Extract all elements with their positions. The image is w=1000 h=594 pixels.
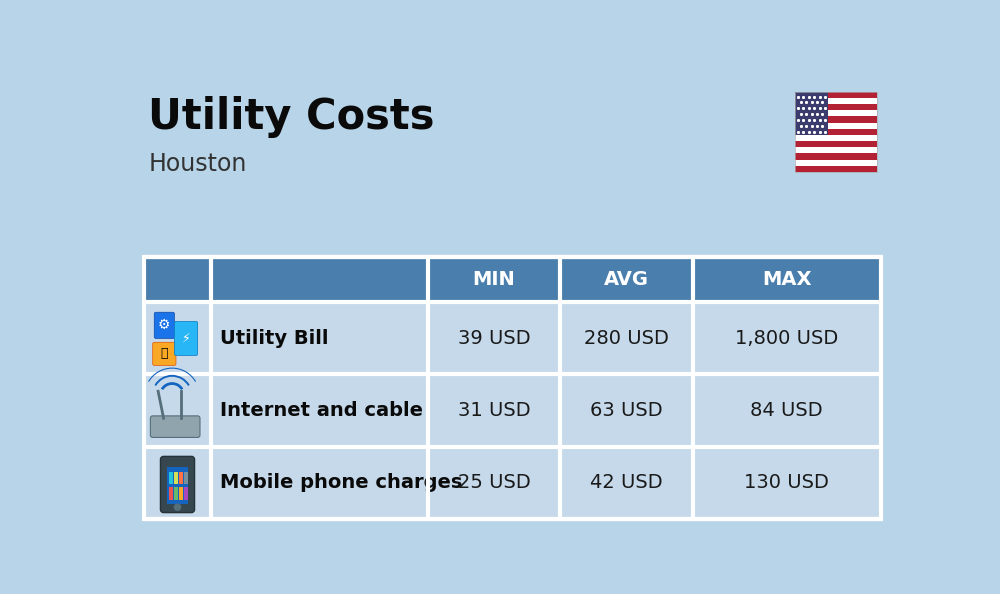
FancyBboxPatch shape — [153, 342, 176, 365]
Text: Utility Bill: Utility Bill — [220, 329, 328, 348]
Text: 130 USD: 130 USD — [744, 473, 829, 492]
Text: Mobile phone charges: Mobile phone charges — [220, 473, 462, 492]
Text: 63 USD: 63 USD — [590, 401, 663, 420]
Text: ⚙: ⚙ — [158, 318, 171, 332]
Bar — [795, 92, 828, 135]
Bar — [144, 374, 881, 447]
Bar — [795, 160, 877, 166]
Bar — [184, 487, 188, 500]
Bar — [179, 472, 183, 484]
Bar — [795, 122, 877, 129]
Bar — [795, 92, 877, 172]
Bar — [795, 104, 877, 110]
Bar — [184, 472, 188, 484]
Text: 1,800 USD: 1,800 USD — [735, 329, 838, 348]
Text: 42 USD: 42 USD — [590, 473, 663, 492]
Bar — [169, 487, 173, 500]
Bar — [169, 472, 173, 484]
Bar — [795, 92, 877, 98]
Bar — [795, 129, 877, 135]
Text: ⚡: ⚡ — [182, 332, 190, 345]
Bar — [144, 257, 881, 302]
Bar — [795, 147, 877, 153]
Bar — [795, 116, 877, 122]
Text: 39 USD: 39 USD — [458, 329, 530, 348]
Bar — [795, 110, 877, 116]
Bar — [795, 98, 877, 104]
Text: Houston: Houston — [148, 152, 247, 176]
Text: Internet and cable: Internet and cable — [220, 401, 423, 420]
Text: 25 USD: 25 USD — [458, 473, 530, 492]
Bar — [144, 447, 881, 519]
Bar — [795, 141, 877, 147]
FancyBboxPatch shape — [160, 456, 195, 513]
Bar — [179, 487, 183, 500]
FancyBboxPatch shape — [150, 416, 200, 437]
Text: MAX: MAX — [762, 270, 812, 289]
Circle shape — [174, 504, 181, 510]
FancyBboxPatch shape — [154, 312, 174, 339]
Bar — [795, 153, 877, 160]
Text: 84 USD: 84 USD — [750, 401, 823, 420]
FancyBboxPatch shape — [174, 321, 198, 355]
Text: 🔌: 🔌 — [161, 347, 168, 361]
Text: MIN: MIN — [473, 270, 515, 289]
Text: 280 USD: 280 USD — [584, 329, 669, 348]
Text: AVG: AVG — [604, 270, 649, 289]
Bar — [144, 302, 881, 374]
Bar — [144, 257, 881, 519]
Bar — [795, 166, 877, 172]
Bar — [174, 472, 178, 484]
Bar — [167, 467, 188, 504]
Text: Utility Costs: Utility Costs — [148, 96, 435, 138]
Bar — [795, 135, 877, 141]
Text: 31 USD: 31 USD — [458, 401, 530, 420]
Bar — [174, 487, 178, 500]
